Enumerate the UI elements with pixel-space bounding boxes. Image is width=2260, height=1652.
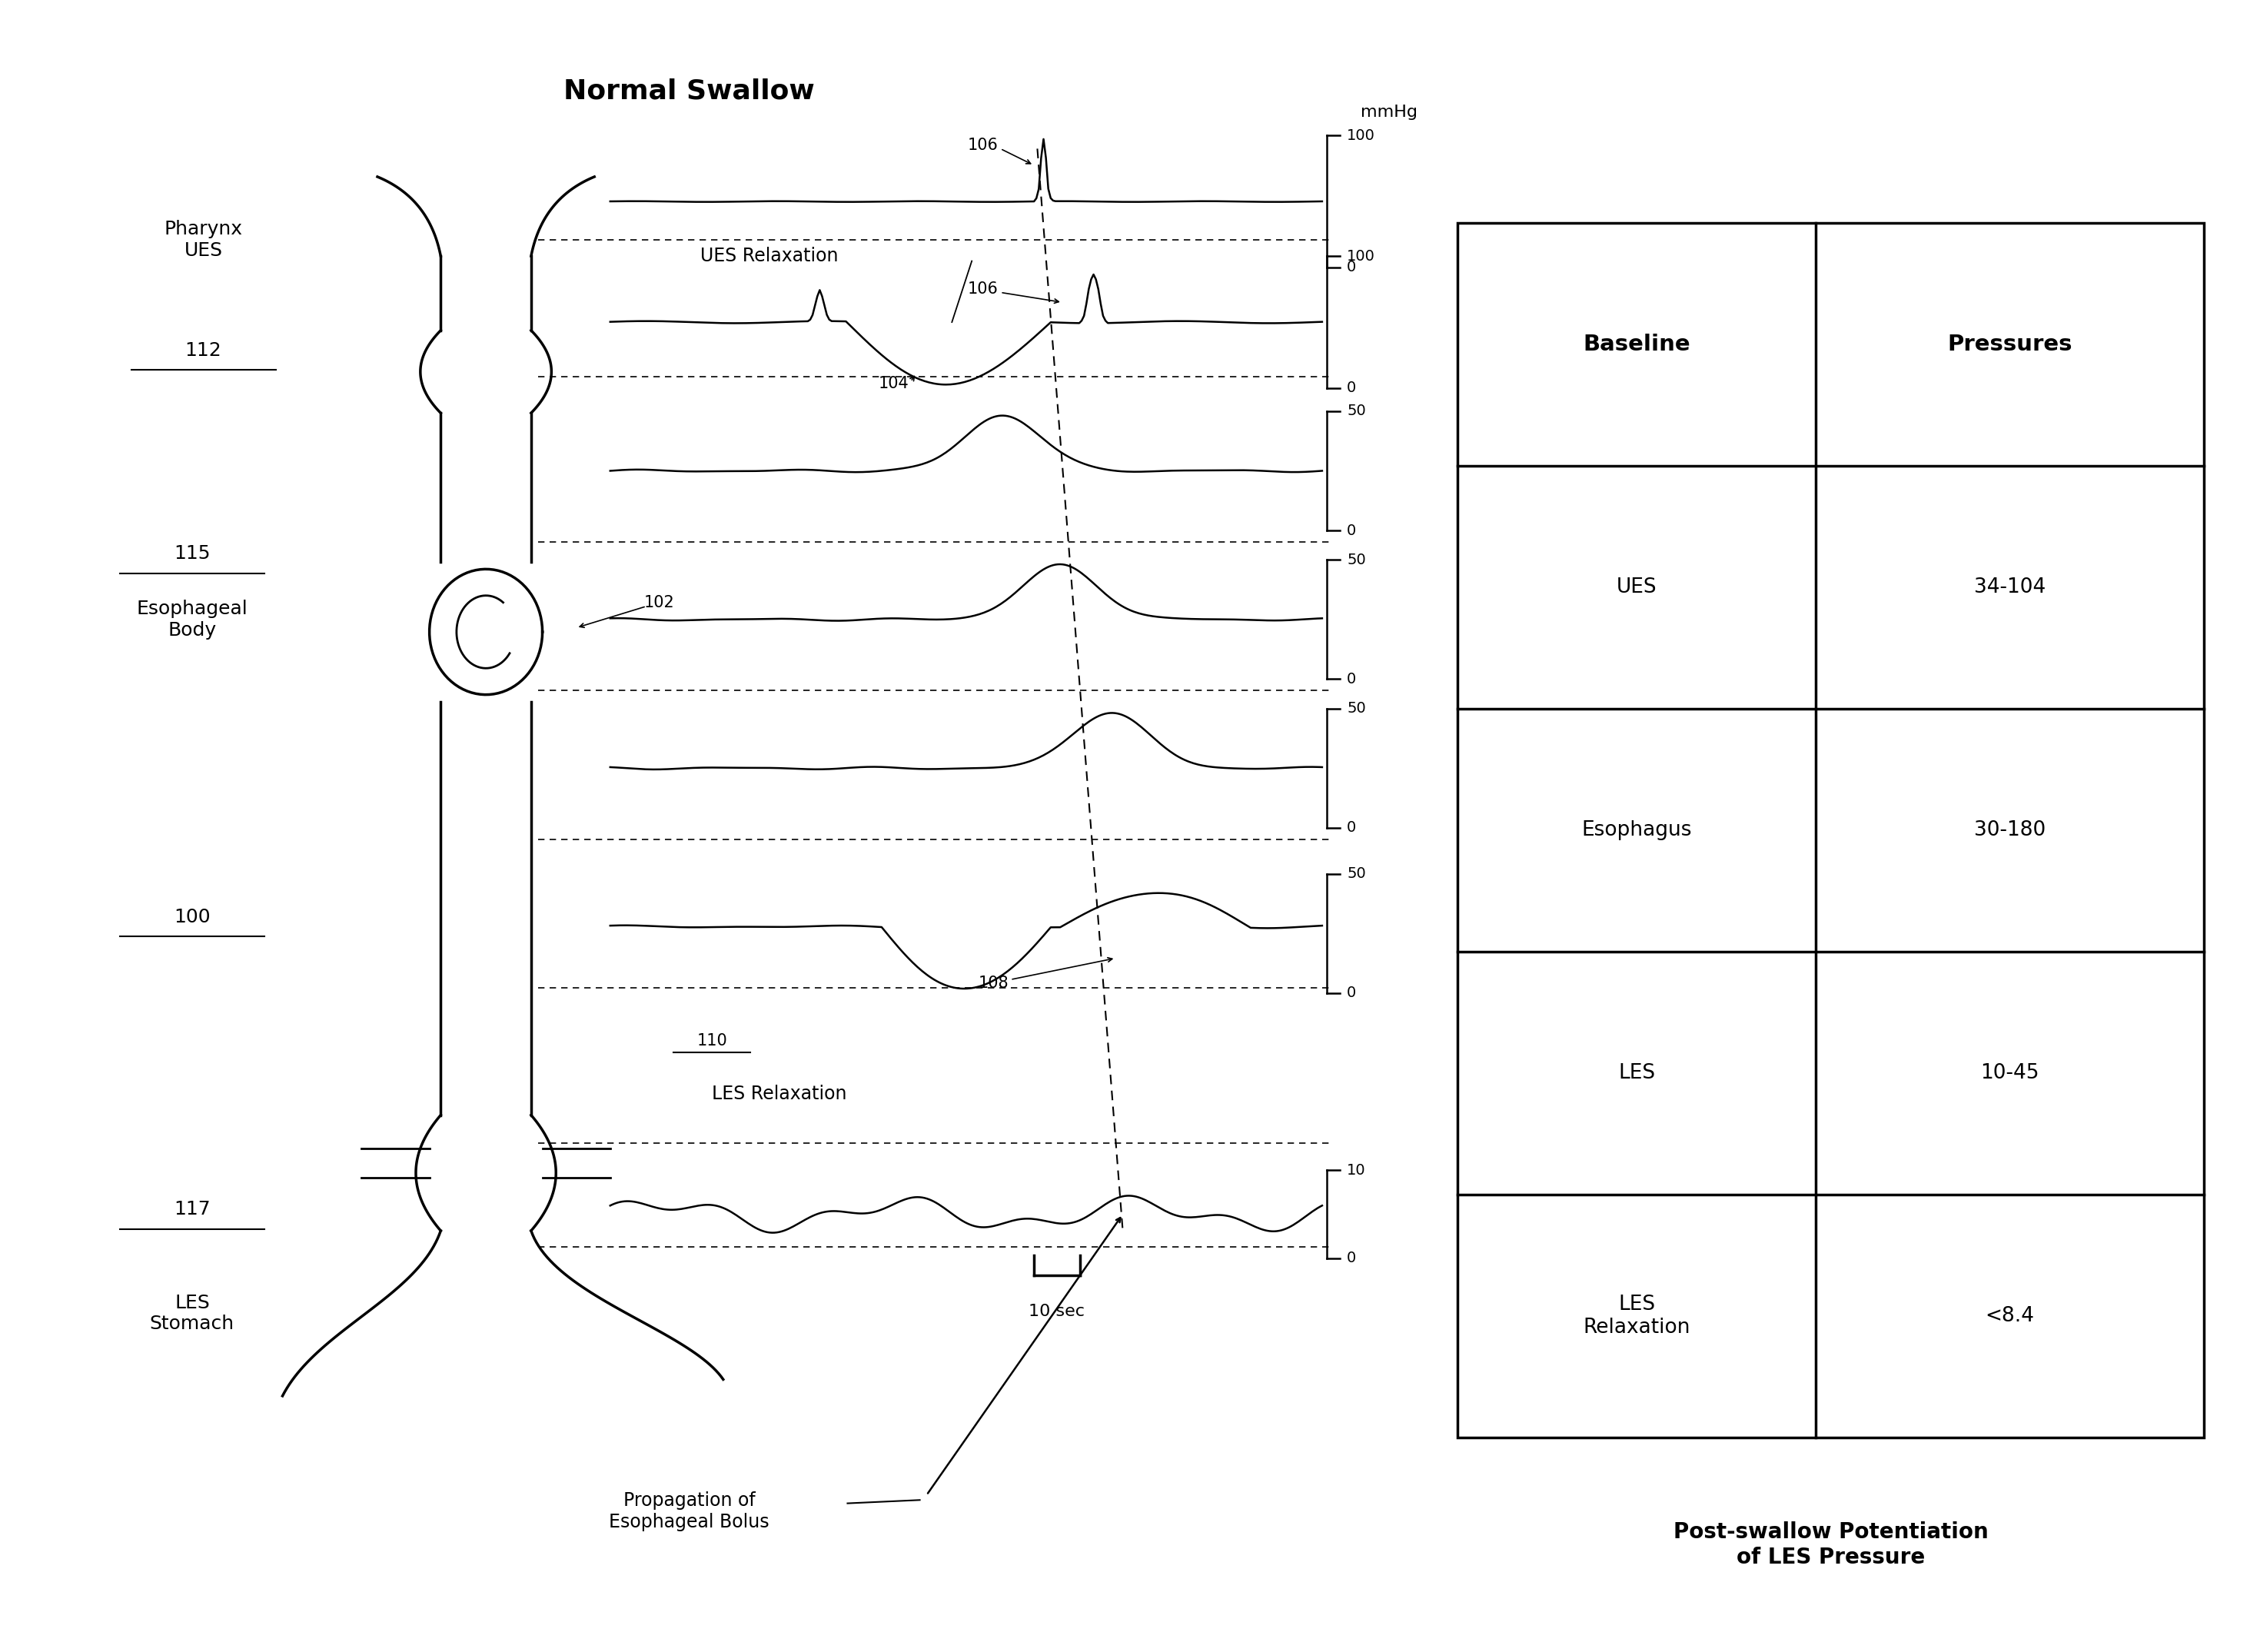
Text: 50: 50 bbox=[1347, 700, 1365, 715]
Text: 100: 100 bbox=[1347, 249, 1376, 264]
Text: Esophagus: Esophagus bbox=[1582, 819, 1693, 841]
Text: LES Relaxation: LES Relaxation bbox=[712, 1084, 848, 1104]
Text: Esophageal
Body: Esophageal Body bbox=[136, 600, 249, 639]
Text: Normal Swallow: Normal Swallow bbox=[563, 78, 816, 104]
Text: Post-swallow Potentiation
of LES Pressure: Post-swallow Potentiation of LES Pressur… bbox=[1672, 1521, 1989, 1568]
Text: 10-45: 10-45 bbox=[1980, 1062, 2039, 1084]
Text: Propagation of
Esophageal Bolus: Propagation of Esophageal Bolus bbox=[610, 1492, 768, 1531]
Text: 0: 0 bbox=[1347, 524, 1356, 539]
Text: Pressures: Pressures bbox=[1948, 334, 2072, 355]
Text: 100: 100 bbox=[174, 907, 210, 927]
Text: UES: UES bbox=[1616, 577, 1657, 598]
Text: Baseline: Baseline bbox=[1582, 334, 1690, 355]
Text: 106: 106 bbox=[967, 137, 999, 154]
Text: 106: 106 bbox=[967, 281, 999, 297]
Text: 34-104: 34-104 bbox=[1973, 577, 2045, 598]
Text: 0: 0 bbox=[1347, 821, 1356, 836]
Text: <8.4: <8.4 bbox=[1984, 1305, 2034, 1327]
Text: 0: 0 bbox=[1347, 986, 1356, 1001]
Text: 0: 0 bbox=[1347, 672, 1356, 687]
Text: UES Relaxation: UES Relaxation bbox=[701, 246, 838, 266]
Text: 50: 50 bbox=[1347, 552, 1365, 567]
Text: 50: 50 bbox=[1347, 403, 1365, 418]
Text: mmHg: mmHg bbox=[1361, 104, 1417, 121]
Text: 100: 100 bbox=[1347, 129, 1376, 144]
Text: Pharynx
UES: Pharynx UES bbox=[165, 220, 242, 259]
Text: LES: LES bbox=[1618, 1062, 1654, 1084]
Text: 0: 0 bbox=[1347, 259, 1356, 274]
Text: 112: 112 bbox=[185, 340, 221, 360]
Bar bbox=[1458, 223, 2204, 1437]
Text: LES
Relaxation: LES Relaxation bbox=[1582, 1294, 1690, 1338]
Text: 50: 50 bbox=[1347, 866, 1365, 881]
Text: 117: 117 bbox=[174, 1199, 210, 1219]
Text: 102: 102 bbox=[644, 595, 676, 611]
Text: 108: 108 bbox=[979, 975, 1008, 991]
Text: LES
Stomach: LES Stomach bbox=[149, 1294, 235, 1333]
Text: 30-180: 30-180 bbox=[1973, 819, 2045, 841]
Text: 0: 0 bbox=[1347, 1251, 1356, 1265]
Text: 104: 104 bbox=[879, 375, 909, 392]
Text: 110: 110 bbox=[696, 1032, 728, 1049]
Text: 0: 0 bbox=[1347, 380, 1356, 395]
Text: 10 sec: 10 sec bbox=[1028, 1303, 1085, 1320]
Text: 10: 10 bbox=[1347, 1163, 1365, 1178]
Text: 115: 115 bbox=[174, 544, 210, 563]
